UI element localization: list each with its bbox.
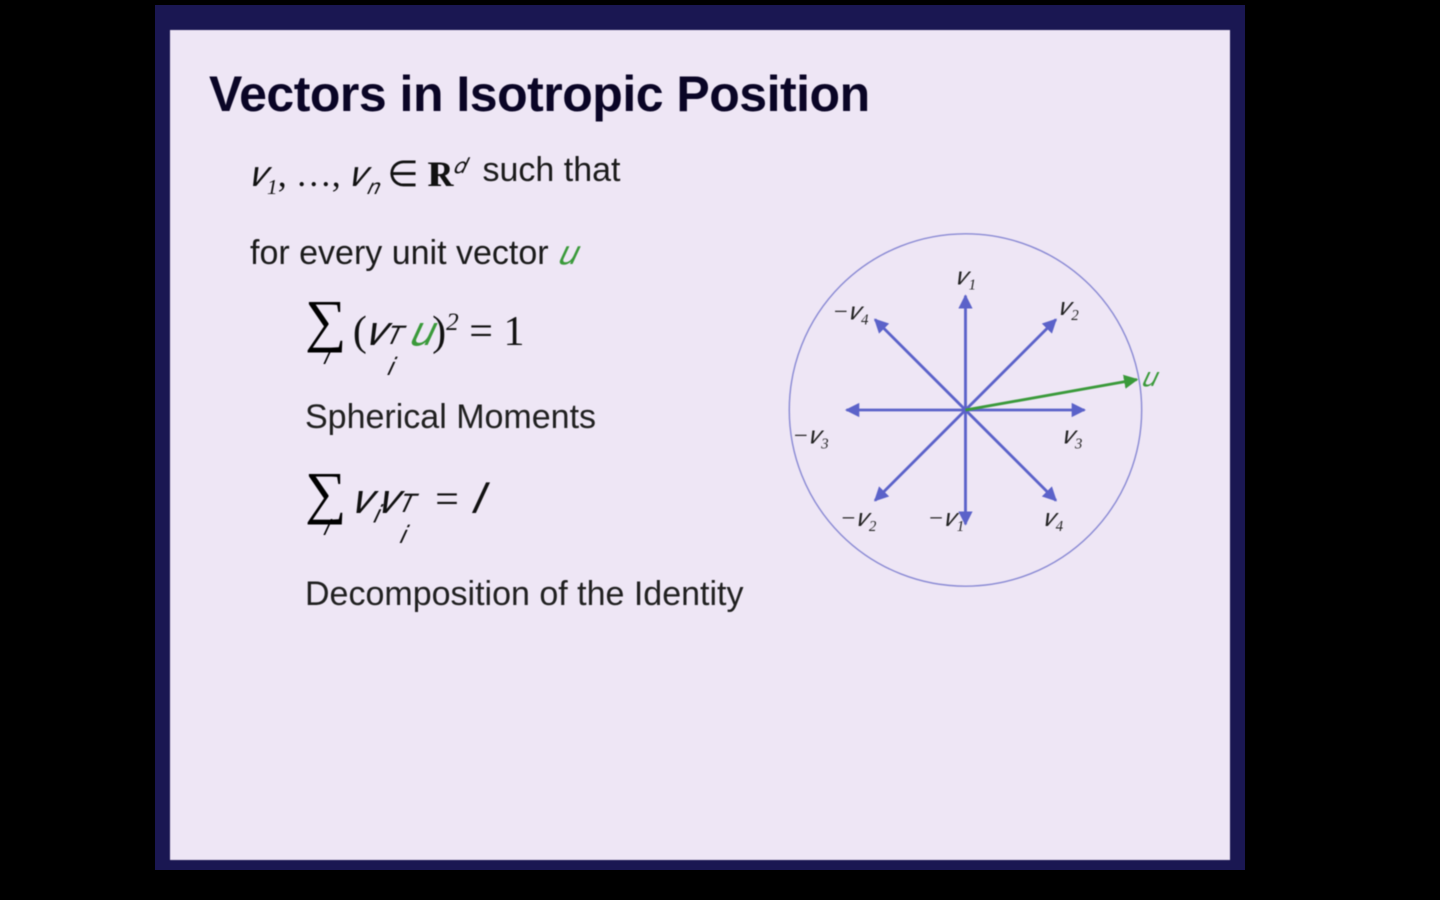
vector-label: −𝑣₃ xyxy=(792,422,829,449)
real-R: R xyxy=(428,153,454,195)
eq1-supT: 𝑇 xyxy=(387,323,403,352)
vector-diagram: 𝑣₁ 𝑣₂ 𝑣₃ 𝑣₄ −𝑣₁ −𝑣₂ −𝑣₃ −𝑣₄ 𝑢 xyxy=(775,210,1175,610)
var-v: 𝑣 xyxy=(250,154,267,194)
sigma-index-i: 𝑖 xyxy=(323,344,329,370)
vector-line xyxy=(965,410,1055,500)
eq2-v2: 𝑣 xyxy=(379,477,399,523)
eq2-equals-I: = 𝐼 xyxy=(422,477,483,523)
eq1-subi: 𝑖 xyxy=(387,354,394,383)
vector-label: −𝑣₁ xyxy=(927,505,964,532)
sigma-index-i-2: 𝑖 xyxy=(323,515,329,541)
vector-label: 𝑣₄ xyxy=(1044,505,1064,532)
dots: , …, xyxy=(278,154,341,194)
vector-line xyxy=(875,410,965,500)
lparen: ( xyxy=(353,309,367,355)
eq1-equals: = 1 xyxy=(459,309,525,355)
vector-label: 𝑣₁ xyxy=(956,263,976,290)
unit-vector-text: for every unit vector xyxy=(250,234,558,272)
vector-label: 𝑣₂ xyxy=(1059,294,1080,321)
eq1-v: 𝑣 xyxy=(367,309,387,355)
sigma-1: ∑ 𝑖 xyxy=(305,295,346,369)
sub-1: 1 xyxy=(267,175,278,199)
var-v-n: 𝑣 xyxy=(350,154,367,194)
sigma-symbol: ∑ xyxy=(305,295,346,347)
rparen: ) xyxy=(432,309,446,355)
element-of: ∈ xyxy=(387,154,427,194)
eq1-sq: 2 xyxy=(446,309,459,336)
such-that-text: such that xyxy=(482,151,620,189)
sub-n: 𝑛 xyxy=(367,175,379,199)
u-vector-label: 𝑢 xyxy=(1142,362,1160,392)
slide-frame: Vectors in Isotropic Position 𝑣1, …, 𝑣𝑛 … xyxy=(155,5,1245,870)
sigma-2: ∑ 𝑖 xyxy=(305,467,346,541)
eq1-u: 𝑢 xyxy=(410,309,433,355)
slide-body: Vectors in Isotropic Position 𝑣1, …, 𝑣𝑛 … xyxy=(170,30,1230,860)
vector-line xyxy=(875,320,965,410)
vector-label: −𝑣₄ xyxy=(832,299,869,326)
vector-label: −𝑣₂ xyxy=(840,505,877,532)
eq2-sub2: 𝑖 xyxy=(399,522,406,551)
u-vector-group: 𝑢 xyxy=(965,362,1159,410)
sigma-symbol-2: ∑ xyxy=(305,467,346,519)
eq2-supT: 𝑇 xyxy=(399,491,415,520)
var-u: 𝑢 xyxy=(558,235,576,272)
sup-d: 𝑑 xyxy=(454,154,466,178)
eq2-v1: 𝑣 xyxy=(353,477,373,523)
slide-title: Vectors in Isotropic Position xyxy=(209,65,1185,123)
vector-label: 𝑣₃ xyxy=(1063,422,1083,449)
premise-line-1: 𝑣1, …, 𝑣𝑛 ∈ R𝑑 such that xyxy=(250,151,1185,200)
